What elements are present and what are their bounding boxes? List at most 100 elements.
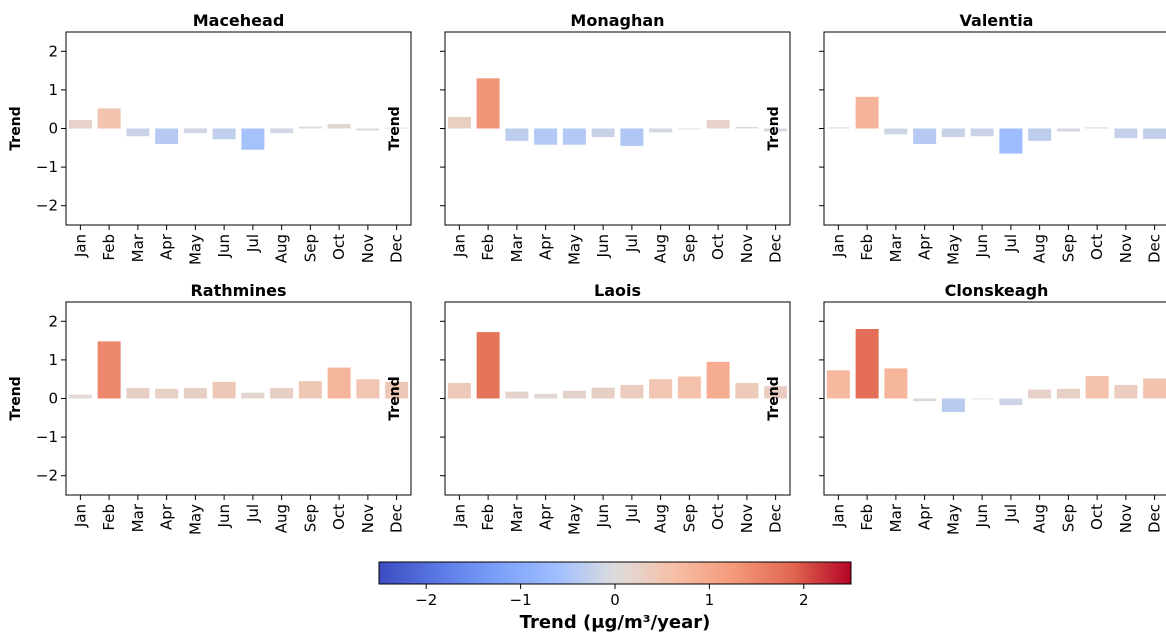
bar-feb xyxy=(476,78,500,129)
x-tick-label: Oct xyxy=(330,234,348,260)
x-tick-label: Jan xyxy=(450,234,468,258)
x-tick-label: Nov xyxy=(1117,504,1135,533)
y-axis-label: Trend xyxy=(8,106,24,150)
bar-sep xyxy=(298,381,322,399)
bar-jun xyxy=(970,398,994,400)
x-tick-label: Feb xyxy=(858,234,876,261)
y-tick-label: −2 xyxy=(36,197,58,215)
bar-jan xyxy=(826,370,850,399)
x-tick-label: May xyxy=(565,234,583,265)
x-tick-label: Jan xyxy=(450,504,468,528)
bar-may xyxy=(183,128,207,134)
bar-feb xyxy=(476,332,500,399)
x-tick-label: Sep xyxy=(301,504,319,532)
x-tick-label: May xyxy=(186,234,204,265)
x-tick-label: Nov xyxy=(738,504,756,533)
panel-valentia: Valentia Trend Jan Feb Mar Apr May Jun Jul Aug Sep… xyxy=(766,11,1166,265)
x-tick-label: Jul xyxy=(244,504,262,523)
bar-mar xyxy=(884,128,908,135)
x-tick-label: Dec xyxy=(388,234,406,263)
x-tick-label: Jul xyxy=(623,504,641,523)
bar-sep xyxy=(677,376,701,399)
x-tick-label: Aug xyxy=(1031,504,1049,533)
bar-jul xyxy=(999,128,1023,154)
bar-feb xyxy=(97,108,121,129)
bar-nov xyxy=(735,126,759,129)
x-tick-label: May xyxy=(186,504,204,535)
y-tick-label: 2 xyxy=(48,42,58,60)
bar-jul xyxy=(999,398,1023,406)
colorbar-title: Trend (μg/m³/year) xyxy=(520,612,711,633)
x-tick-label: Aug xyxy=(652,504,670,533)
x-tick-label: Sep xyxy=(301,234,319,262)
panel-title: Laois xyxy=(594,281,641,300)
colorbar-gradient xyxy=(378,561,852,585)
x-tick-label: May xyxy=(565,504,583,535)
y-axis-label: Trend xyxy=(8,376,24,420)
panel-title: Clonskeagh xyxy=(945,281,1049,300)
bar-oct xyxy=(706,120,730,129)
x-tick-label: Dec xyxy=(388,504,406,533)
x-tick-label: Aug xyxy=(273,234,291,263)
x-tick-label: Sep xyxy=(680,504,698,532)
x-tick-label: Jan xyxy=(71,504,89,528)
x-tick-label: Jul xyxy=(1002,504,1020,523)
x-tick-label: Oct xyxy=(709,234,727,260)
x-tick-label: Nov xyxy=(738,234,756,263)
bar-aug xyxy=(1028,389,1052,399)
bar-aug xyxy=(649,128,673,133)
x-tick-label: Oct xyxy=(709,504,727,530)
bar-nov xyxy=(1114,128,1138,139)
bar-jan xyxy=(826,127,850,129)
x-tick-label: Jun xyxy=(973,504,991,528)
y-axis-label: Trend xyxy=(766,376,782,420)
x-tick-label: Jun xyxy=(594,504,612,528)
x-tick-label: Sep xyxy=(680,234,698,262)
x-tick-label: Mar xyxy=(508,233,526,262)
bar-jun xyxy=(212,128,236,140)
x-tick-label: Dec xyxy=(1146,504,1164,533)
colorbar-tick-label: 0 xyxy=(610,591,620,609)
panel-title: Rathmines xyxy=(190,281,286,300)
x-tick-label: Jun xyxy=(594,234,612,258)
bar-sep xyxy=(677,128,701,130)
bar-dec xyxy=(1143,378,1166,399)
bar-mar xyxy=(505,391,529,399)
bar-jun xyxy=(591,128,615,137)
x-tick-label: Apr xyxy=(916,503,934,530)
colorbar-tick-label: 1 xyxy=(705,591,715,609)
y-tick-label: 1 xyxy=(48,351,58,369)
panel-laois: Laois Trend Jan Feb Mar Apr May Jun Jul Aug Sep Oct… xyxy=(387,281,791,535)
y-tick-label: 1 xyxy=(48,81,58,99)
bar-jan xyxy=(447,116,471,129)
x-tick-label: Jan xyxy=(71,234,89,258)
bar-aug xyxy=(649,379,673,399)
x-tick-label: Aug xyxy=(273,504,291,533)
bar-jun xyxy=(212,381,236,399)
panel-title: Monaghan xyxy=(570,11,664,30)
bar-dec xyxy=(385,381,409,399)
bar-feb xyxy=(97,341,121,399)
x-tick-label: Oct xyxy=(330,504,348,530)
bar-jul xyxy=(620,384,644,399)
bar-may xyxy=(941,398,965,413)
bar-jun xyxy=(970,128,994,137)
bar-apr xyxy=(155,128,179,144)
x-tick-label: Mar xyxy=(508,503,526,532)
x-tick-label: Nov xyxy=(1117,234,1135,263)
bar-jul xyxy=(620,128,644,146)
bar-oct xyxy=(1085,376,1109,399)
bar-mar xyxy=(884,368,908,399)
x-tick-label: Feb xyxy=(100,504,118,531)
x-tick-label: Dec xyxy=(767,504,785,533)
colorbar-tick-label: −1 xyxy=(510,591,532,609)
bar-jul xyxy=(241,392,265,399)
panel-monaghan: Monaghan Trend Jan Feb Mar Apr May Jun Jul Aug Sep… xyxy=(387,11,791,265)
y-tick-label: −1 xyxy=(36,428,58,446)
panel-title: Macehead xyxy=(193,11,285,30)
x-tick-label: Feb xyxy=(100,234,118,261)
y-tick-label: 0 xyxy=(48,120,58,138)
bar-apr xyxy=(913,398,937,402)
x-tick-label: Aug xyxy=(652,234,670,263)
